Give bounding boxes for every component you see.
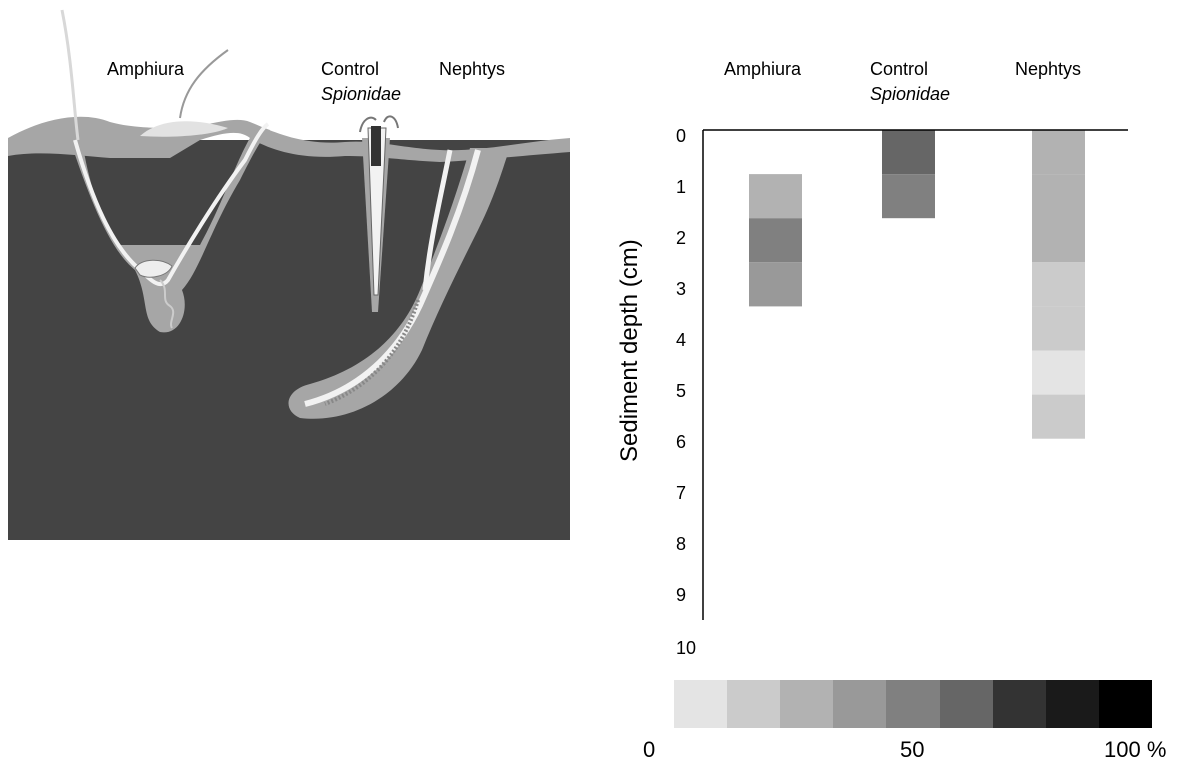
spionidae-palps bbox=[359, 115, 399, 133]
nephtys-burrow-lumen bbox=[304, 149, 481, 407]
label-control-left: Control bbox=[321, 59, 380, 79]
spionidae-head bbox=[371, 126, 381, 166]
color-scale-swatch bbox=[1098, 680, 1152, 728]
amphiura-burrow-lumen bbox=[73, 122, 270, 287]
y-tick-label: 9 bbox=[676, 585, 687, 605]
color-scale bbox=[674, 680, 1152, 728]
nephtys-body bbox=[324, 299, 420, 406]
heatmap-cell bbox=[1032, 174, 1085, 263]
y-tick-label: 5 bbox=[676, 381, 687, 401]
burrow-illustration bbox=[8, 9, 570, 540]
color-scale-swatch bbox=[992, 680, 1046, 728]
color-scale-swatch bbox=[939, 680, 993, 728]
heatmap-cell bbox=[1032, 306, 1085, 351]
scale-label-mid: 50 bbox=[900, 737, 925, 762]
y-tick-label: 0 bbox=[676, 126, 687, 146]
column-sublabel-spionidae: Spionidae bbox=[870, 84, 951, 104]
y-axis-label: Sediment depth (cm) bbox=[616, 239, 643, 462]
y-tick-label: 1 bbox=[676, 177, 687, 197]
heatmap-cell bbox=[749, 174, 802, 219]
color-scale-swatch bbox=[833, 680, 887, 728]
heatmap-cell bbox=[749, 262, 802, 307]
column-label-nephtys: Nephtys bbox=[1015, 59, 1082, 79]
y-tick-label: 7 bbox=[676, 483, 687, 503]
label-spionidae-left: Spionidae bbox=[321, 84, 402, 104]
color-scale-swatch bbox=[1045, 680, 1099, 728]
amphiura-arm-2 bbox=[179, 49, 229, 119]
scale-label-min: 0 bbox=[643, 737, 656, 762]
oxic-surface-layer bbox=[8, 116, 570, 162]
nephtys-burrow-branch bbox=[422, 149, 453, 291]
y-tick-label: 8 bbox=[676, 534, 687, 554]
heatmap-cell bbox=[749, 218, 802, 263]
y-tick-label: 6 bbox=[676, 432, 687, 452]
heatmap-cell bbox=[1032, 350, 1085, 395]
sediment-mound bbox=[140, 121, 228, 137]
heatmap-cell bbox=[1032, 394, 1085, 439]
y-tick-label: 2 bbox=[676, 228, 687, 248]
label-nephtys-left: Nephtys bbox=[439, 59, 506, 79]
heatmap-cell bbox=[1032, 262, 1085, 307]
scale-label-max: 100 % bbox=[1104, 737, 1167, 762]
color-scale-swatch bbox=[780, 680, 834, 728]
y-tick-label: 3 bbox=[676, 279, 687, 299]
color-scale-swatch bbox=[886, 680, 940, 728]
amphiura-arm bbox=[60, 9, 80, 141]
heatmap-cell bbox=[882, 174, 935, 219]
column-label-control: Control bbox=[870, 59, 929, 79]
y-tick-label: 4 bbox=[676, 330, 687, 350]
amphiura-body bbox=[134, 259, 173, 278]
y-tick-label: 10 bbox=[676, 638, 697, 658]
heatmap-cell bbox=[882, 130, 935, 175]
color-scale-swatch bbox=[674, 680, 728, 728]
heatmap-cell bbox=[1032, 130, 1085, 175]
amphiura-coil bbox=[159, 279, 175, 329]
label-amphiura-left: Amphiura bbox=[107, 59, 185, 79]
color-scale-swatch bbox=[727, 680, 781, 728]
column-label-amphiura: Amphiura bbox=[724, 59, 802, 79]
